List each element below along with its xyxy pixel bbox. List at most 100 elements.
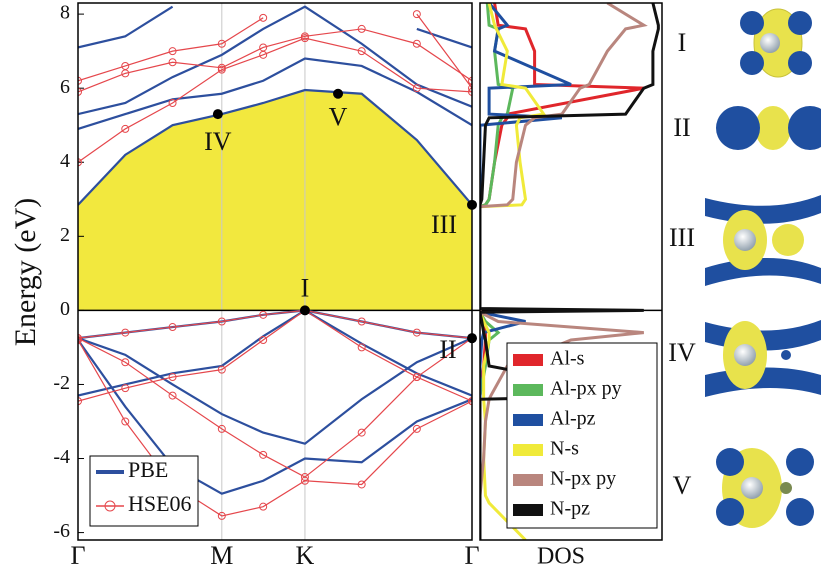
band-line bbox=[78, 337, 472, 445]
band-marker bbox=[259, 43, 268, 52]
band-marker bbox=[78, 397, 82, 406]
point-label: V bbox=[329, 103, 348, 132]
band-marker bbox=[168, 323, 177, 332]
orbital-1 bbox=[740, 8, 812, 78]
point-label: III bbox=[431, 210, 457, 239]
legend-label: N-s bbox=[550, 438, 579, 460]
orbital-3 bbox=[705, 195, 821, 286]
band-marker bbox=[121, 417, 130, 426]
band-marker bbox=[412, 10, 421, 19]
band-marker bbox=[300, 32, 309, 41]
band-marker bbox=[357, 428, 366, 437]
band-line bbox=[78, 309, 472, 397]
orbital-label: V bbox=[673, 471, 692, 500]
legend-label: N-px py bbox=[550, 468, 616, 490]
band-marker bbox=[168, 47, 177, 56]
band-marker bbox=[357, 47, 366, 56]
band-line bbox=[78, 309, 472, 339]
band-line bbox=[78, 309, 472, 402]
legend-label: Al-pz bbox=[550, 408, 596, 430]
band-marker bbox=[357, 24, 366, 33]
band-marker bbox=[168, 391, 177, 400]
legend-swatch bbox=[513, 474, 543, 486]
band-marker bbox=[217, 317, 226, 326]
orbital-labels: I II III IV V bbox=[668, 28, 696, 500]
band-marker bbox=[168, 58, 177, 67]
x-axis-label: DOS bbox=[537, 544, 585, 570]
y-tick-label: 8 bbox=[60, 2, 70, 24]
band-marker bbox=[217, 365, 226, 374]
band-marker bbox=[259, 310, 268, 319]
legend-label: PBE bbox=[128, 457, 168, 482]
band-marker bbox=[217, 39, 226, 48]
point-label: I bbox=[301, 273, 310, 302]
band-line bbox=[78, 37, 472, 163]
x-tick-label: Γ bbox=[464, 541, 479, 570]
band-marker bbox=[217, 424, 226, 433]
orbital-label: I bbox=[678, 28, 687, 57]
band-marker bbox=[357, 343, 366, 352]
band-marker bbox=[168, 373, 177, 382]
special-point bbox=[299, 305, 310, 316]
legend-swatch bbox=[513, 354, 543, 366]
band-marker bbox=[78, 336, 82, 345]
band-marker bbox=[412, 424, 421, 433]
band-line bbox=[78, 57, 472, 130]
band-marker bbox=[412, 373, 421, 382]
band-marker bbox=[121, 384, 130, 393]
orbital-label: IV bbox=[668, 338, 696, 367]
dos-line bbox=[480, 3, 572, 540]
band-marker bbox=[412, 84, 421, 93]
band-marker bbox=[468, 76, 472, 85]
band-line bbox=[78, 13, 472, 89]
y-tick-label: 2 bbox=[60, 224, 70, 246]
plot-frame bbox=[479, 2, 663, 541]
x-tick-label: M bbox=[210, 541, 233, 570]
y-axis-label: Energy (eV) bbox=[9, 198, 42, 347]
x-tick-label: K bbox=[296, 541, 315, 570]
band-marker bbox=[357, 480, 366, 489]
band-marker bbox=[412, 39, 421, 48]
band-marker bbox=[217, 511, 226, 520]
legend-swatch bbox=[513, 444, 543, 456]
dos-line bbox=[480, 3, 660, 540]
band-marker bbox=[259, 450, 268, 459]
x-tick-label: Γ bbox=[70, 541, 85, 570]
band-marker bbox=[78, 87, 82, 96]
dos-line bbox=[480, 3, 547, 540]
y-tick-label: 0 bbox=[60, 298, 70, 320]
band-line bbox=[78, 339, 472, 517]
legend: Al-s Al-px py Al-pz N-s N-px py N-pz bbox=[506, 342, 658, 529]
legend-swatch bbox=[513, 414, 543, 426]
orbital-2 bbox=[716, 106, 821, 150]
band-marker bbox=[259, 13, 268, 22]
dos-panel: DOS Al-s Al-px py Al-pz N-s N-px py N-pz bbox=[479, 2, 663, 570]
band-marker bbox=[412, 328, 421, 337]
band-marker bbox=[121, 328, 130, 337]
point-label: IV bbox=[204, 127, 232, 156]
orbital-label: II bbox=[673, 113, 690, 142]
legend: PBE HSE06 bbox=[89, 455, 199, 527]
band-line bbox=[78, 28, 472, 93]
band-line bbox=[78, 337, 472, 478]
band-marker bbox=[217, 63, 226, 72]
legend-label: N-pz bbox=[550, 498, 590, 520]
special-point bbox=[333, 88, 344, 99]
orbital-5 bbox=[716, 448, 814, 528]
legend-label: HSE06 bbox=[128, 491, 192, 516]
legend-label: Al-px py bbox=[550, 378, 622, 400]
y-tick-label: -6 bbox=[53, 520, 70, 542]
band-marker bbox=[357, 317, 366, 326]
band-marker bbox=[121, 358, 130, 367]
band-marker bbox=[168, 98, 177, 107]
orbital-images bbox=[705, 8, 821, 528]
gap-fill bbox=[78, 90, 472, 311]
band-marker bbox=[259, 502, 268, 511]
legend-swatch bbox=[513, 384, 543, 396]
band-marker bbox=[468, 84, 472, 93]
y-tick-label: 6 bbox=[60, 76, 70, 98]
band-line bbox=[78, 339, 472, 495]
point-label: II bbox=[439, 335, 456, 364]
